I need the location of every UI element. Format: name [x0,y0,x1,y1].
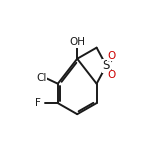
Text: O: O [108,51,116,61]
Text: F: F [35,98,41,108]
Text: O: O [108,70,116,80]
Text: S: S [103,59,110,72]
Text: OH: OH [69,37,85,47]
Text: Cl: Cl [36,73,46,83]
